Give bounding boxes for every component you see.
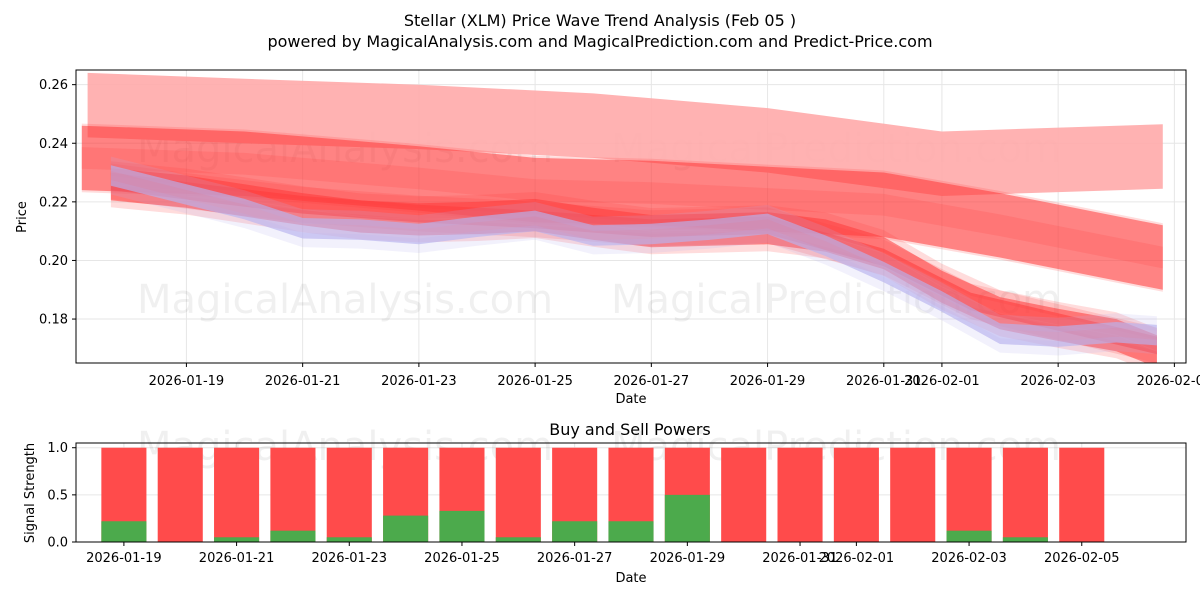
buy-bar xyxy=(101,521,147,542)
price-x-tick-label: 2026-01-27 xyxy=(614,374,690,389)
price-x-tick-label: 2026-01-25 xyxy=(497,374,573,389)
watermark-text: MagicalAnalysis.com xyxy=(137,277,553,323)
power-x-tick-label: 2026-01-27 xyxy=(537,551,613,566)
price-band-wave-path xyxy=(110,165,1157,347)
sell-bar xyxy=(495,447,541,542)
power-bars xyxy=(101,447,1105,542)
power-y-tick-label: 0.0 xyxy=(47,536,68,551)
power-x-tick-label: 2026-02-01 xyxy=(819,551,895,566)
price-y-tick-label: 0.20 xyxy=(39,254,68,269)
price-x-tick-label: 2026-02-05 xyxy=(1137,374,1200,389)
sell-bar xyxy=(777,447,823,542)
buy-bar xyxy=(664,494,710,542)
sell-bar xyxy=(157,447,203,542)
power-y-axis-label: Signal Strength xyxy=(23,443,38,543)
price-y-tick-label: 0.18 xyxy=(39,313,68,328)
price-x-axis-label: Date xyxy=(615,392,646,407)
buy-bar xyxy=(495,537,541,542)
price-band-forecast-wave xyxy=(110,168,1157,363)
power-x-tick-label: 2026-01-29 xyxy=(650,551,726,566)
buy-bar xyxy=(1002,537,1048,542)
power-x-axis-label: Date xyxy=(615,571,646,586)
price-band-mid-band xyxy=(81,125,1163,290)
power-x-tick-label: 2026-02-03 xyxy=(931,551,1007,566)
price-y-tick-label: 0.26 xyxy=(39,78,68,93)
price-x-tick-label: 2026-02-01 xyxy=(904,374,980,389)
power-chart-title: Buy and Sell Powers xyxy=(549,420,711,439)
buy-bar xyxy=(270,530,316,542)
sell-bar xyxy=(1002,447,1048,542)
buy-bar xyxy=(552,521,598,542)
sell-bar xyxy=(326,447,372,542)
buy-bar xyxy=(608,521,654,542)
price-panel: MagicalAnalysis.com MagicalPrediction.com… xyxy=(15,69,1200,407)
power-x-tick-label: 2026-01-25 xyxy=(424,551,500,566)
price-x-tick-label: 2026-01-31 xyxy=(846,374,922,389)
power-plot-frame xyxy=(75,442,1187,543)
price-plot-frame xyxy=(75,69,1187,364)
power-x-tick-label: 2026-01-19 xyxy=(86,551,162,566)
price-x-tick-label: 2026-01-29 xyxy=(730,374,806,389)
price-x-tick-label: 2026-01-19 xyxy=(149,374,225,389)
power-ticks: 2026-01-19 2026-01-21 2026-01-23 2026-01-25… xyxy=(47,441,1119,566)
price-band-upper-band xyxy=(87,72,1163,196)
price-y-axis-label: Price xyxy=(15,201,30,233)
price-y-tick-label: 0.22 xyxy=(39,195,68,210)
power-x-tick-label: 2026-01-31 xyxy=(762,551,838,566)
buy-bar xyxy=(383,515,429,542)
sell-bar xyxy=(1059,447,1105,542)
chart-title: Stellar (XLM) Price Wave Trend Analysis … xyxy=(404,11,796,30)
price-bands xyxy=(81,72,1163,363)
sell-bar xyxy=(721,447,767,542)
power-panel: Buy and Sell Powers MagicalAnalysis.com M… xyxy=(23,420,1187,586)
sell-bar xyxy=(946,447,992,542)
price-y-tick-label: 0.24 xyxy=(39,137,68,152)
buy-bar xyxy=(326,537,372,542)
power-x-tick-label: 2026-02-05 xyxy=(1044,551,1120,566)
price-x-tick-label: 2026-01-21 xyxy=(265,374,341,389)
power-y-tick-label: 0.5 xyxy=(47,488,68,503)
power-x-tick-label: 2026-01-21 xyxy=(199,551,275,566)
price-x-tick-label: 2026-02-03 xyxy=(1020,374,1096,389)
sell-bar xyxy=(270,447,316,542)
price-ticks: 2026-01-19 2026-01-21 2026-01-23 2026-01-25… xyxy=(39,78,1200,389)
price-band-echo-mid-band xyxy=(81,123,1163,269)
buy-bar xyxy=(946,530,992,542)
power-y-tick-label: 1.0 xyxy=(47,441,68,456)
chart-subtitle: powered by MagicalAnalysis.com and Magic… xyxy=(267,32,932,51)
power-x-tick-label: 2026-01-23 xyxy=(311,551,387,566)
sell-bar xyxy=(890,447,936,542)
price-band-echo-forecast-wave xyxy=(110,161,1157,351)
sell-bar xyxy=(833,447,879,542)
sell-bar xyxy=(214,447,260,542)
buy-bar xyxy=(439,510,485,542)
buy-bar xyxy=(214,537,260,542)
price-x-tick-label: 2026-01-23 xyxy=(381,374,457,389)
